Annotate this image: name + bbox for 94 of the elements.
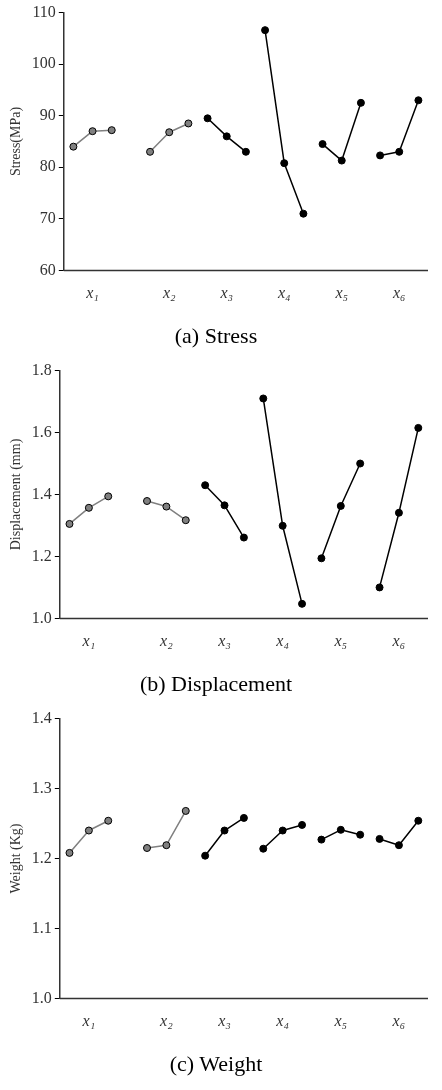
point bbox=[146, 147, 155, 156]
y-tick-label: 1.4 bbox=[31, 708, 52, 726]
y-tick-label: 1.0 bbox=[31, 988, 52, 1006]
x-tick-label: x₄ bbox=[275, 1012, 289, 1030]
x-tick-label: x₁ bbox=[81, 1012, 96, 1030]
point bbox=[181, 516, 190, 525]
point bbox=[107, 126, 116, 135]
point bbox=[203, 114, 212, 123]
y-axis-title: Weight (Kg) bbox=[8, 823, 25, 894]
y-tick-label: 1.1 bbox=[31, 918, 52, 936]
text: (b) Displacement bbox=[139, 670, 293, 696]
point bbox=[104, 492, 113, 501]
point bbox=[278, 521, 287, 530]
x-tick-label: x₂ bbox=[159, 1012, 174, 1030]
point bbox=[414, 96, 423, 105]
point bbox=[143, 844, 152, 853]
point bbox=[143, 497, 152, 506]
point bbox=[239, 813, 248, 822]
point bbox=[317, 554, 326, 563]
x-tick-label: x₄ bbox=[276, 284, 291, 302]
point bbox=[278, 826, 287, 835]
point bbox=[65, 519, 74, 528]
x-tick-label: x₆ bbox=[391, 632, 406, 650]
point bbox=[414, 816, 423, 825]
point bbox=[241, 147, 250, 156]
point bbox=[414, 423, 423, 432]
point bbox=[162, 502, 171, 511]
x-tick-label: x₃ bbox=[217, 1012, 231, 1030]
point bbox=[165, 128, 174, 137]
point bbox=[395, 147, 404, 156]
x-tick-label: x₆ bbox=[391, 1012, 406, 1030]
point bbox=[259, 394, 268, 403]
x-tick-label: x₄ bbox=[275, 632, 289, 650]
point bbox=[65, 848, 74, 857]
x-tick-label: x₂ bbox=[161, 284, 176, 302]
text: (a) Stress bbox=[174, 322, 258, 348]
x-tick-label: x₂ bbox=[159, 632, 174, 650]
point bbox=[298, 820, 307, 829]
point bbox=[298, 599, 307, 608]
x-tick-label: x₁ bbox=[85, 284, 99, 302]
point bbox=[201, 481, 210, 490]
point bbox=[318, 140, 327, 149]
point bbox=[337, 156, 346, 165]
point bbox=[261, 26, 270, 35]
point bbox=[375, 834, 384, 843]
point bbox=[222, 132, 231, 141]
y-tick-label: 90 bbox=[39, 105, 56, 123]
y-tick-label: 70 bbox=[39, 209, 56, 227]
y-tick-label: 1.0 bbox=[31, 608, 52, 626]
point bbox=[356, 459, 365, 468]
y-tick-label: 1.8 bbox=[31, 360, 52, 378]
point bbox=[376, 151, 385, 160]
point bbox=[88, 127, 97, 136]
point bbox=[375, 583, 384, 592]
point bbox=[220, 826, 229, 835]
point bbox=[356, 830, 365, 839]
point bbox=[317, 835, 326, 844]
point bbox=[162, 841, 171, 850]
point bbox=[184, 119, 193, 128]
x-tick-label: x₅ bbox=[333, 1012, 348, 1030]
y-tick-label: 80 bbox=[39, 157, 56, 175]
point bbox=[299, 209, 308, 218]
point bbox=[84, 826, 93, 835]
point bbox=[394, 508, 403, 517]
point bbox=[220, 501, 229, 510]
y-tick-label: 1.4 bbox=[31, 484, 52, 502]
point bbox=[259, 844, 268, 853]
point bbox=[181, 806, 190, 815]
point bbox=[201, 851, 210, 860]
point bbox=[104, 816, 113, 825]
x-tick-label: x₆ bbox=[391, 284, 406, 302]
y-axis-title: Stress(MPa) bbox=[8, 106, 25, 177]
point bbox=[336, 501, 345, 510]
x-tick-label: x₁ bbox=[81, 632, 96, 650]
point bbox=[336, 825, 345, 834]
y-tick-label: 1.3 bbox=[31, 778, 52, 796]
y-tick-label: 1.2 bbox=[31, 546, 52, 564]
y-tick-label: 110 bbox=[32, 2, 56, 20]
point bbox=[239, 533, 248, 542]
y-axis-title: Displacement (mm) bbox=[8, 438, 25, 551]
point bbox=[84, 503, 93, 512]
point bbox=[356, 98, 365, 107]
y-tick-label: 1.6 bbox=[31, 422, 52, 440]
y-tick-label: 60 bbox=[39, 260, 56, 278]
point bbox=[69, 142, 78, 151]
y-tick-label: 1.2 bbox=[31, 848, 52, 866]
text: (c) Weight bbox=[169, 1050, 263, 1076]
x-tick-label: x₅ bbox=[334, 284, 349, 302]
x-tick-label: x₃ bbox=[217, 632, 231, 650]
point bbox=[394, 841, 403, 850]
point bbox=[280, 159, 289, 168]
y-tick-label: 100 bbox=[31, 54, 56, 72]
x-tick-label: x₃ bbox=[219, 284, 234, 302]
x-tick-label: x₅ bbox=[333, 632, 348, 650]
